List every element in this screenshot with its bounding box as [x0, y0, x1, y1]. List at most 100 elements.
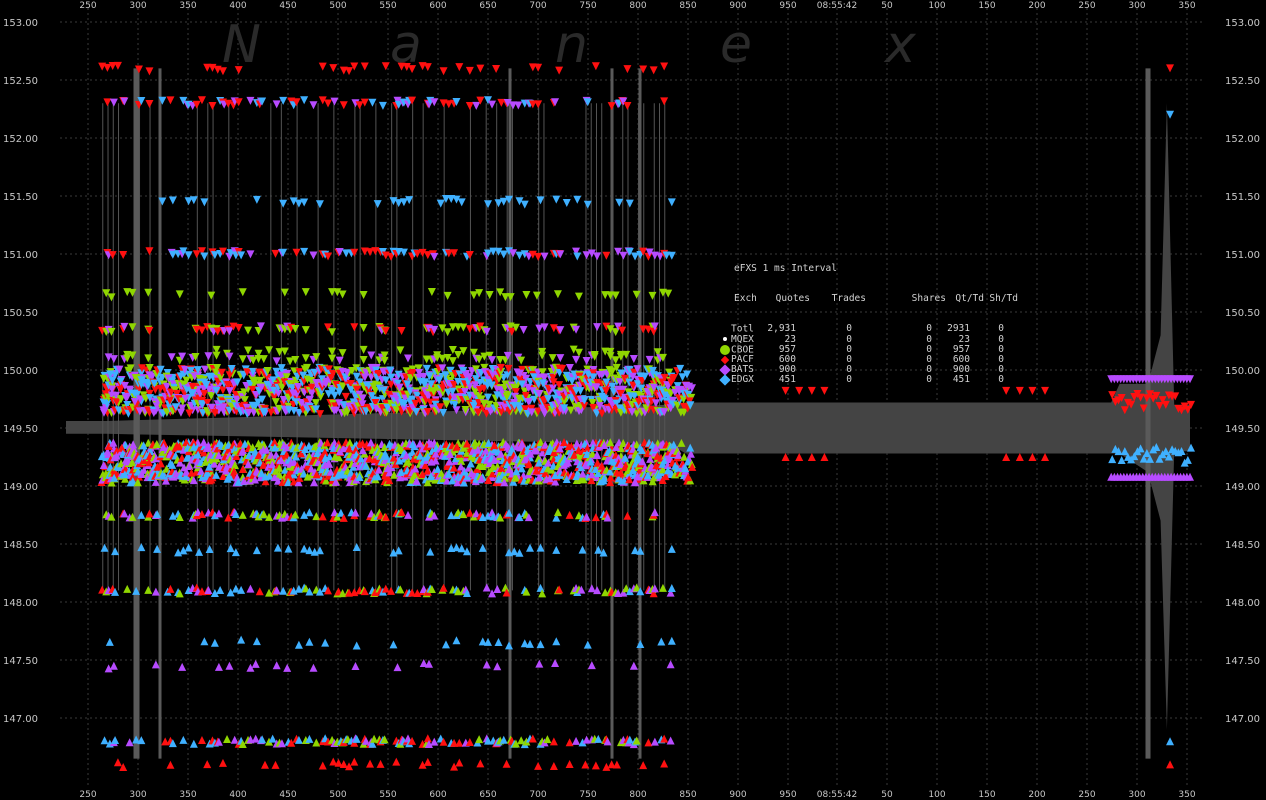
legend-exch-name: CBOE	[731, 344, 754, 355]
bats-bid-marker	[326, 467, 335, 476]
bats-bid-marker	[351, 459, 360, 468]
edgx-bid-marker	[203, 468, 212, 477]
bats-bid-marker	[582, 461, 591, 470]
pacf-bid-marker	[660, 734, 669, 743]
cboe-ask-marker	[443, 354, 452, 363]
y-tick-label: 151.50	[3, 192, 38, 203]
legend-row-cboe: CBOE 957 0 0 957 0	[720, 343, 1018, 356]
bats-bid-marker	[555, 444, 564, 453]
edgx-ask-marker	[439, 408, 448, 417]
pacf-ask-marker	[555, 381, 564, 390]
pacf-ask-marker	[316, 410, 325, 419]
pacf-ask-marker	[528, 63, 537, 72]
legend-qt-td: 600	[952, 354, 970, 365]
cboe-bid-marker	[459, 510, 468, 519]
x-axis-bottom: 250 300 350 400 450 500 550 600 650 700 750 800 850 9…	[79, 790, 1195, 800]
pacf-ask-marker	[355, 101, 364, 110]
pacf-bid-marker	[488, 469, 497, 478]
edgx-bid-marker	[441, 640, 450, 649]
pacf-bid-marker	[534, 761, 543, 770]
edgx-ask-marker	[123, 400, 132, 409]
cboe-bid-marker	[241, 453, 250, 462]
edgx-ask-marker	[435, 376, 444, 385]
bats-bid-marker	[650, 737, 659, 746]
cboe-ask-marker	[517, 356, 526, 365]
pacf-ask-marker	[332, 380, 341, 389]
edgx-bid-marker	[160, 471, 169, 480]
edgx-ask-marker	[193, 366, 202, 375]
cboe-ask-marker	[590, 350, 599, 359]
pacf-ask-marker	[318, 62, 327, 71]
pacf-ask-marker	[385, 390, 394, 399]
pacf-ask-marker	[145, 67, 154, 76]
pacf-ask-marker	[1158, 396, 1167, 405]
bats-bid-marker	[674, 450, 683, 459]
pacf-ask-marker	[138, 364, 147, 373]
edgx-bid-marker	[686, 443, 695, 452]
cboe-bid-marker	[128, 512, 137, 521]
x-tick-label: 700	[529, 790, 546, 800]
pacf-bid-marker	[351, 445, 360, 454]
bats-bid-marker	[214, 451, 223, 460]
pacf-bid-marker	[117, 443, 126, 452]
edgx-ask-marker	[436, 199, 445, 208]
pacf-ask-marker	[144, 406, 153, 415]
cboe-bid-marker	[404, 457, 413, 466]
edgx-bid-marker	[299, 469, 308, 478]
edgx-ask-marker	[536, 196, 545, 205]
edgx-bid-marker	[305, 587, 314, 596]
x-tick-label: 400	[229, 1, 246, 11]
pacf-ask-marker	[620, 374, 629, 383]
edgx-bid-marker	[408, 440, 417, 449]
pacf-bid-marker	[524, 460, 533, 469]
pacf-ask-marker	[423, 251, 432, 260]
edgx-bid-marker	[226, 544, 235, 553]
x-tick-label: 550	[379, 790, 396, 800]
bats-ask-marker	[656, 252, 665, 261]
pacf-bid-marker	[490, 441, 499, 450]
edgx-bid-marker	[643, 471, 652, 480]
pacf-bid-marker	[207, 475, 216, 484]
x-tick-label: 300	[1128, 1, 1145, 11]
bats-bid-marker	[612, 443, 621, 452]
pacf-bid-marker	[284, 470, 293, 479]
legend-quotes: 957	[778, 343, 796, 355]
pacf-ask-marker	[200, 389, 209, 398]
edgx-bid-marker	[350, 441, 359, 450]
edgx-ask-marker	[592, 409, 601, 418]
edgx-bid-marker	[179, 546, 188, 555]
pacf-ask-marker	[1177, 406, 1186, 415]
bats-bid-marker	[309, 663, 318, 672]
pacf-bid-marker	[616, 468, 625, 477]
pacf-bid-marker	[644, 738, 653, 747]
bats-bid-marker	[425, 740, 434, 749]
cboe-ask-marker	[338, 382, 347, 391]
edgx-bid-marker	[1117, 455, 1126, 464]
edgx-bid-marker	[325, 452, 334, 461]
cboe-bid-marker	[334, 453, 343, 462]
x-tick-label: 300	[1128, 790, 1145, 800]
cboe-bid-marker	[158, 447, 167, 456]
cboe-ask-marker	[212, 351, 221, 360]
edgx-ask-marker	[103, 400, 112, 409]
edgx-bid-marker	[1108, 455, 1117, 464]
edgx-ask-marker	[289, 197, 298, 206]
edgx-ask-marker	[210, 251, 219, 260]
edgx-ask-marker	[517, 380, 526, 389]
pacf-bid-marker	[203, 760, 212, 769]
edgx-bid-marker	[137, 543, 146, 552]
bats-ask-marker	[572, 355, 581, 364]
cboe-ask-marker	[338, 349, 347, 358]
bats-bid-marker	[272, 661, 281, 670]
cboe-ask-marker	[316, 392, 325, 401]
pacf-bid-marker	[1015, 453, 1024, 461]
cboe-ask-marker	[144, 354, 153, 363]
bats-bid-marker	[534, 473, 543, 482]
cboe-bid-marker	[291, 510, 300, 519]
pacf-bid-marker	[408, 736, 417, 745]
pacf-ask-marker	[589, 403, 598, 412]
bats-bid-marker	[445, 457, 454, 466]
bats-ask-marker	[488, 370, 497, 379]
cboe-ask-marker	[616, 350, 625, 359]
edgx-bid-marker	[231, 584, 240, 593]
